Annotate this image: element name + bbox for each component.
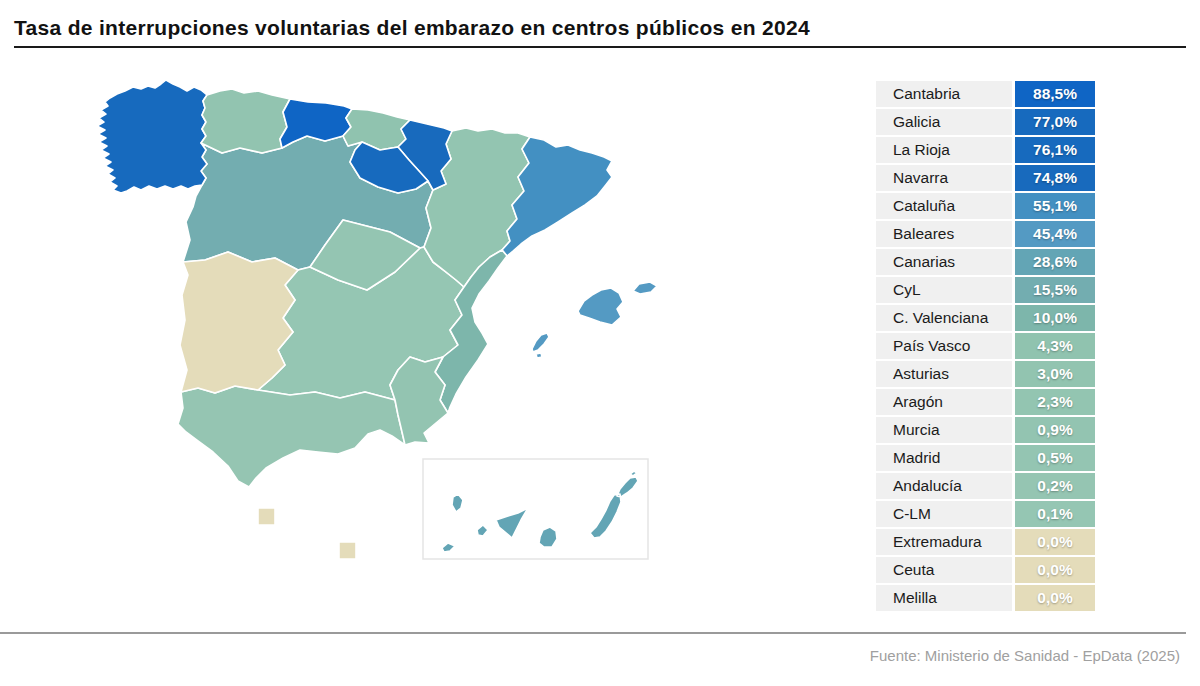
region-label: CyL <box>876 277 1012 303</box>
region-label: Galicia <box>876 109 1012 135</box>
map-region-baleares[interactable] <box>532 282 657 358</box>
table-row-la_rioja: La Rioja76,1% <box>876 137 1095 163</box>
region-label: Aragón <box>876 389 1012 415</box>
region-label: Ceuta <box>876 557 1012 583</box>
region-label: Navarra <box>876 165 1012 191</box>
table-row-baleares: Baleares45,4% <box>876 221 1095 247</box>
table-row-murcia: Murcia0,9% <box>876 417 1095 443</box>
region-label: C-LM <box>876 501 1012 527</box>
table-row-navarra: Navarra74,8% <box>876 165 1095 191</box>
region-label: Asturias <box>876 361 1012 387</box>
region-value: 77,0% <box>1015 109 1095 135</box>
table-row-andalucia: Andalucía0,2% <box>876 473 1095 499</box>
region-value: 0,5% <box>1015 445 1095 471</box>
region-value: 28,6% <box>1015 249 1095 275</box>
region-value: 55,1% <box>1015 193 1095 219</box>
region-value: 0,9% <box>1015 417 1095 443</box>
region-label: Cantabria <box>876 81 1012 107</box>
region-value: 88,5% <box>1015 81 1095 107</box>
source-text: Fuente: Ministerio de Sanidad - EpData (… <box>870 647 1180 664</box>
region-value: 0,0% <box>1015 529 1095 555</box>
region-label: Andalucía <box>876 473 1012 499</box>
table-row-asturias: Asturias3,0% <box>876 361 1095 387</box>
table-row-madrid: Madrid0,5% <box>876 445 1095 471</box>
region-label: Murcia <box>876 417 1012 443</box>
region-value: 0,2% <box>1015 473 1095 499</box>
map-region-ceuta[interactable] <box>258 508 275 525</box>
map-region-melilla[interactable] <box>339 542 356 559</box>
map-region-asturias[interactable] <box>201 89 290 153</box>
region-value: 2,3% <box>1015 389 1095 415</box>
region-value: 45,4% <box>1015 221 1095 247</box>
table-row-cyl: CyL15,5% <box>876 277 1095 303</box>
region-label: Canarias <box>876 249 1012 275</box>
region-label: Extremadura <box>876 529 1012 555</box>
region-value: 76,1% <box>1015 137 1095 163</box>
table-row-melilla: Melilla0,0% <box>876 585 1095 611</box>
map-region-andalucia[interactable] <box>178 386 405 487</box>
map-region-pais_vasco[interactable] <box>343 109 410 150</box>
region-label: La Rioja <box>876 137 1012 163</box>
region-label: Baleares <box>876 221 1012 247</box>
region-value: 4,3% <box>1015 333 1095 359</box>
table-row-cantabria: Cantabria88,5% <box>876 81 1095 107</box>
region-value: 10,0% <box>1015 305 1095 331</box>
region-value: 15,5% <box>1015 277 1095 303</box>
region-label: Madrid <box>876 445 1012 471</box>
region-value: 0,0% <box>1015 585 1095 611</box>
region-label: País Vasco <box>876 333 1012 359</box>
table-row-galicia: Galicia77,0% <box>876 109 1095 135</box>
region-value: 74,8% <box>1015 165 1095 191</box>
table-row-extremadura: Extremadura0,0% <box>876 529 1095 555</box>
map-region-galicia[interactable] <box>97 80 207 193</box>
table-row-pais_vasco: País Vasco4,3% <box>876 333 1095 359</box>
table-row-ceuta: Ceuta0,0% <box>876 557 1095 583</box>
region-value: 0,1% <box>1015 501 1095 527</box>
region-label: Cataluña <box>876 193 1012 219</box>
table-row-c_valenciana: C. Valenciana10,0% <box>876 305 1095 331</box>
region-value: 3,0% <box>1015 361 1095 387</box>
region-value: 0,0% <box>1015 557 1095 583</box>
table-row-clm: C-LM0,1% <box>876 501 1095 527</box>
region-table: Cantabria88,5%Galicia77,0%La Rioja76,1%N… <box>876 81 1095 613</box>
table-row-canarias: Canarias28,6% <box>876 249 1095 275</box>
table-row-aragon: Aragón2,3% <box>876 389 1095 415</box>
table-row-cataluna: Cataluña55,1% <box>876 193 1095 219</box>
region-label: Melilla <box>876 585 1012 611</box>
region-label: C. Valenciana <box>876 305 1012 331</box>
footer-divider <box>0 632 1186 634</box>
